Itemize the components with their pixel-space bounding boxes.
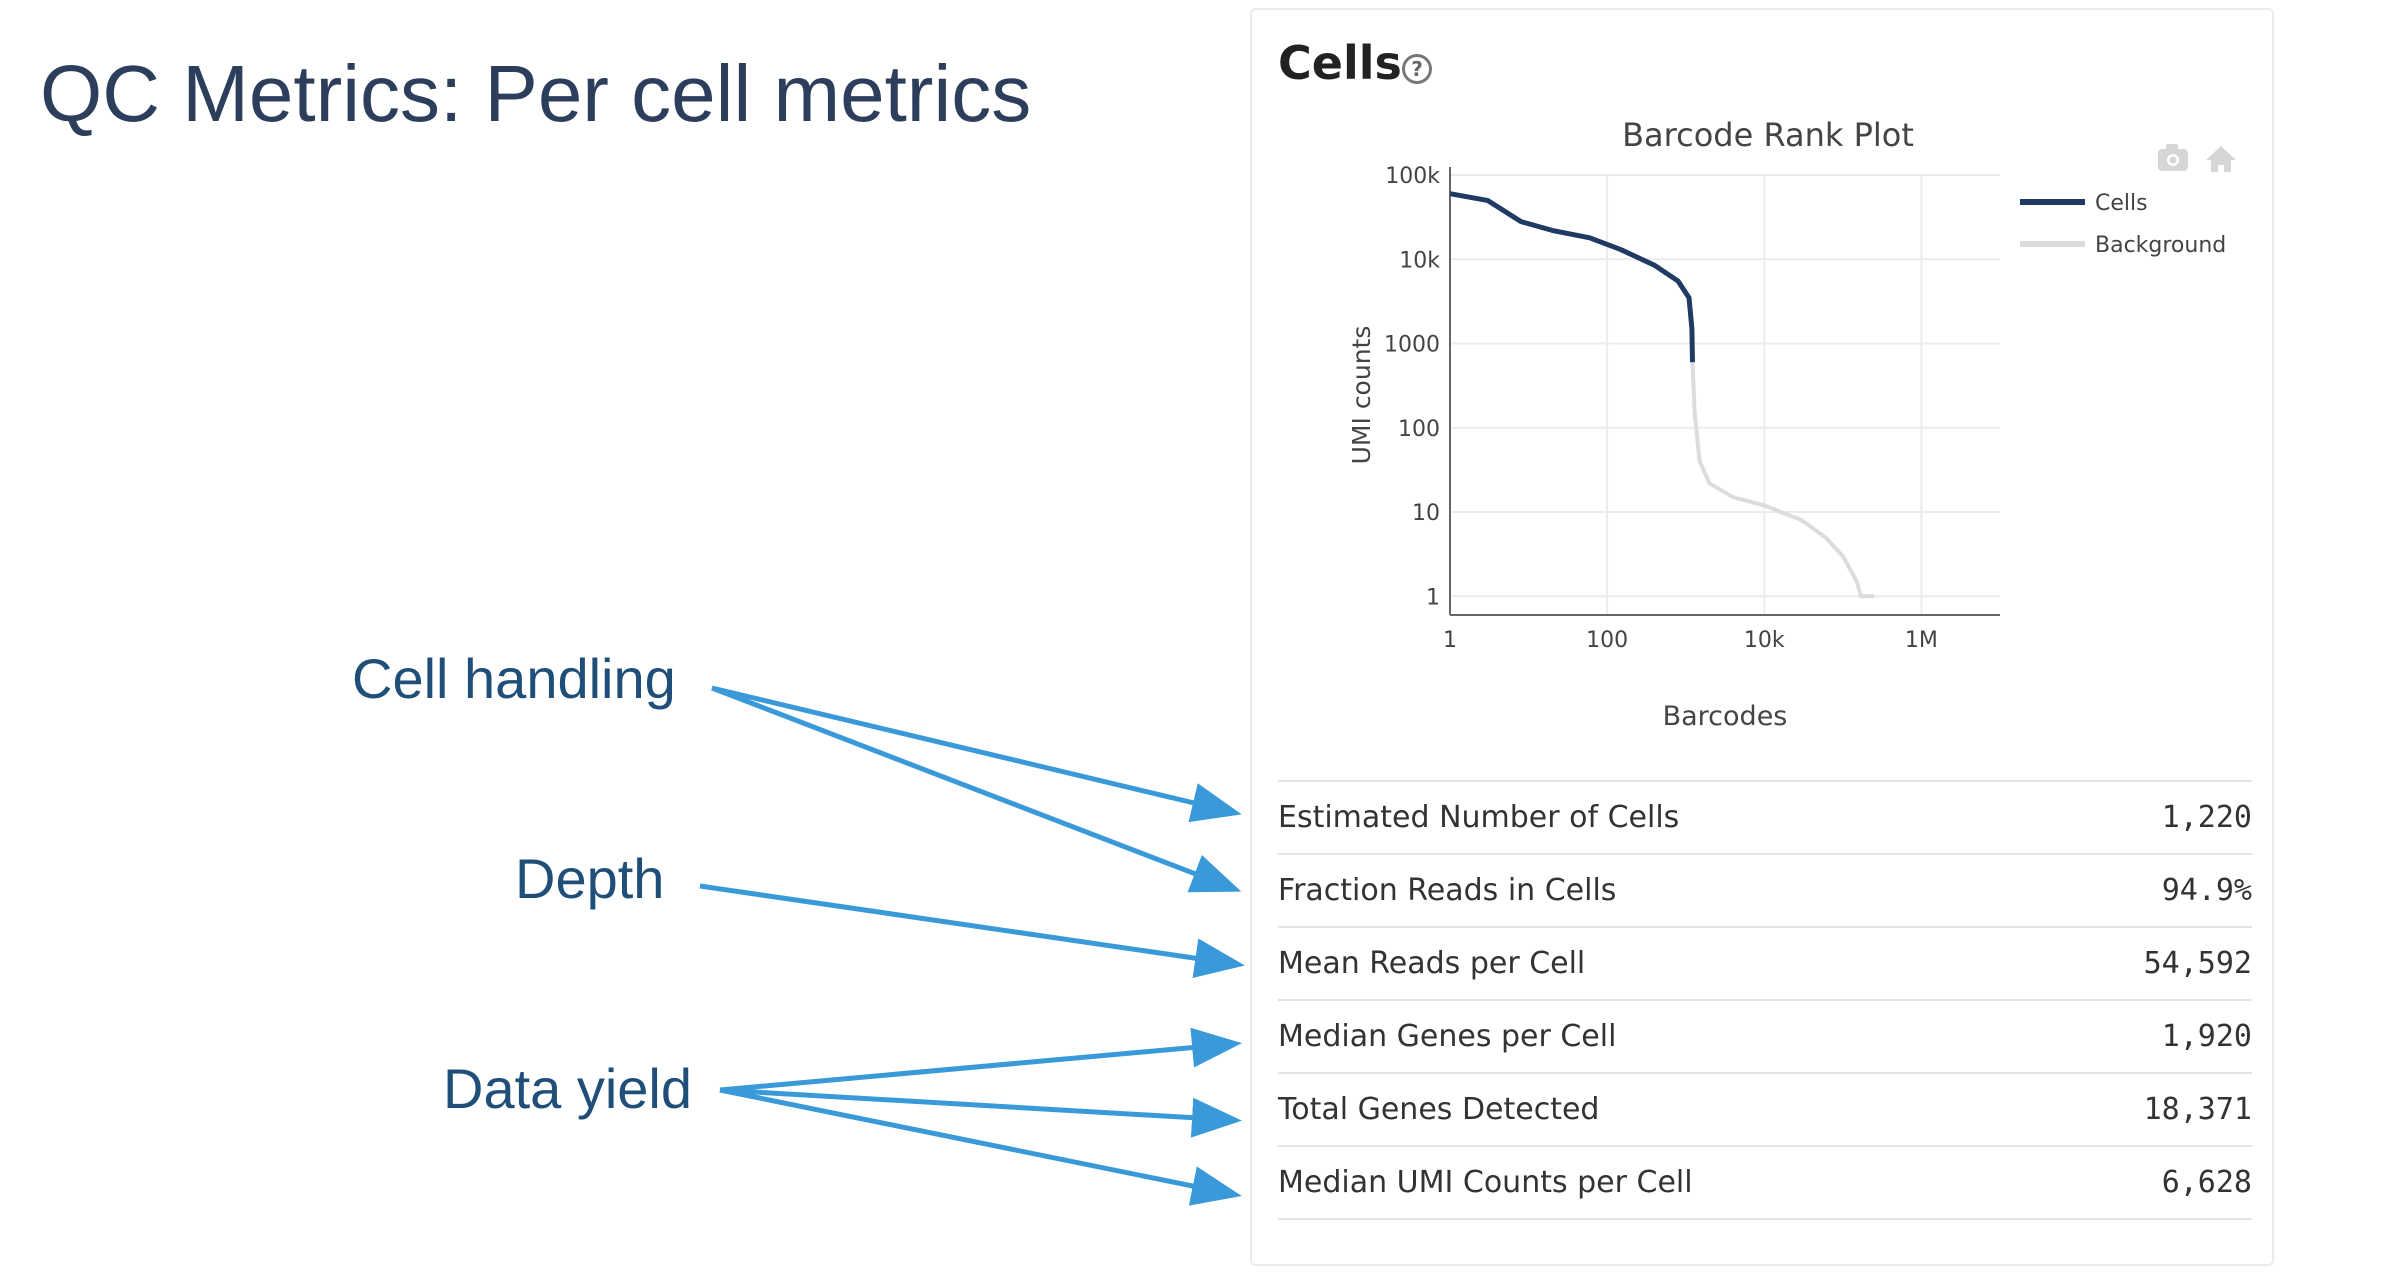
x-tick-label: 1 xyxy=(1443,628,1457,653)
home-icon[interactable] xyxy=(2206,146,2236,172)
metric-row: Median UMI Counts per Cell 6,628 xyxy=(1278,1145,2252,1220)
metric-row: Fraction Reads in Cells 94.9% xyxy=(1278,853,2252,926)
metric-label: Total Genes Detected xyxy=(1278,1092,1600,1127)
cells-panel xyxy=(1250,8,2274,1266)
y-tick-label: 10k xyxy=(1399,248,1440,273)
metric-value: 6,628 xyxy=(2161,1165,2252,1200)
chart-grid xyxy=(1450,174,2000,615)
question-circle-icon[interactable]: ? xyxy=(1402,54,1432,84)
metric-label: Median UMI Counts per Cell xyxy=(1278,1165,1693,1200)
legend-label[interactable]: Background xyxy=(2095,233,2226,258)
y-tick-label: 10 xyxy=(1412,501,1440,526)
metric-label: Median Genes per Cell xyxy=(1278,1019,1617,1054)
metric-value: 94.9% xyxy=(2161,873,2252,908)
slide-title: QC Metrics: Per cell metrics xyxy=(40,49,1032,138)
legend-label[interactable]: Cells xyxy=(2095,191,2148,216)
annotation-cell-handling: Cell handling xyxy=(352,647,676,710)
metrics-table: Estimated Number of Cells 1,220 Fraction… xyxy=(1278,780,2252,1220)
annotation-data-yield: Data yield xyxy=(443,1057,693,1120)
metric-row: Mean Reads per Cell 54,592 xyxy=(1278,926,2252,999)
y-tick-label: 1 xyxy=(1426,585,1440,610)
chart-title: Barcode Rank Plot xyxy=(1622,116,1914,154)
x-axis-label: Barcodes xyxy=(1663,701,1788,732)
y-tick-label: 100 xyxy=(1398,417,1440,442)
metric-row: Total Genes Detected 18,371 xyxy=(1278,1072,2252,1145)
y-tick-label: 100k xyxy=(1385,164,1440,189)
metric-label: Mean Reads per Cell xyxy=(1278,946,1586,981)
chart-axes xyxy=(1449,167,2000,616)
series-line-cells xyxy=(1449,191,1695,363)
panel-title: Cells xyxy=(1278,36,1402,90)
x-tick-label: 1M xyxy=(1905,628,1938,653)
metric-row: Median Genes per Cell 1,920 xyxy=(1278,999,2252,1072)
chart-labels: 1 100 10k 1M 1 10 100 1000 10k 100k Barcode Rank P… xyxy=(1347,116,1938,732)
camera-icon[interactable] xyxy=(2158,144,2188,171)
x-tick-label: 100 xyxy=(1586,628,1628,653)
metric-value: 1,220 xyxy=(2161,800,2252,835)
x-tick-label: 10k xyxy=(1744,628,1785,653)
metric-value: 18,371 xyxy=(2143,1092,2252,1127)
y-tick-label: 1000 xyxy=(1384,333,1440,358)
annotation-depth: Depth xyxy=(515,847,665,910)
chart-legend[interactable]: Cells Background xyxy=(2020,191,2226,258)
chart-toolbar[interactable] xyxy=(2158,144,2236,172)
metric-row: Estimated Number of Cells 1,220 xyxy=(1278,780,2252,853)
chart-series xyxy=(1449,191,1875,599)
metric-value: 54,592 xyxy=(2143,946,2252,981)
metric-value: 1,920 xyxy=(2161,1019,2252,1054)
metric-label: Fraction Reads in Cells xyxy=(1278,873,1617,908)
metric-label: Estimated Number of Cells xyxy=(1278,800,1680,835)
series-line-background xyxy=(1690,362,1875,599)
y-axis-label: UMI counts xyxy=(1347,326,1376,465)
